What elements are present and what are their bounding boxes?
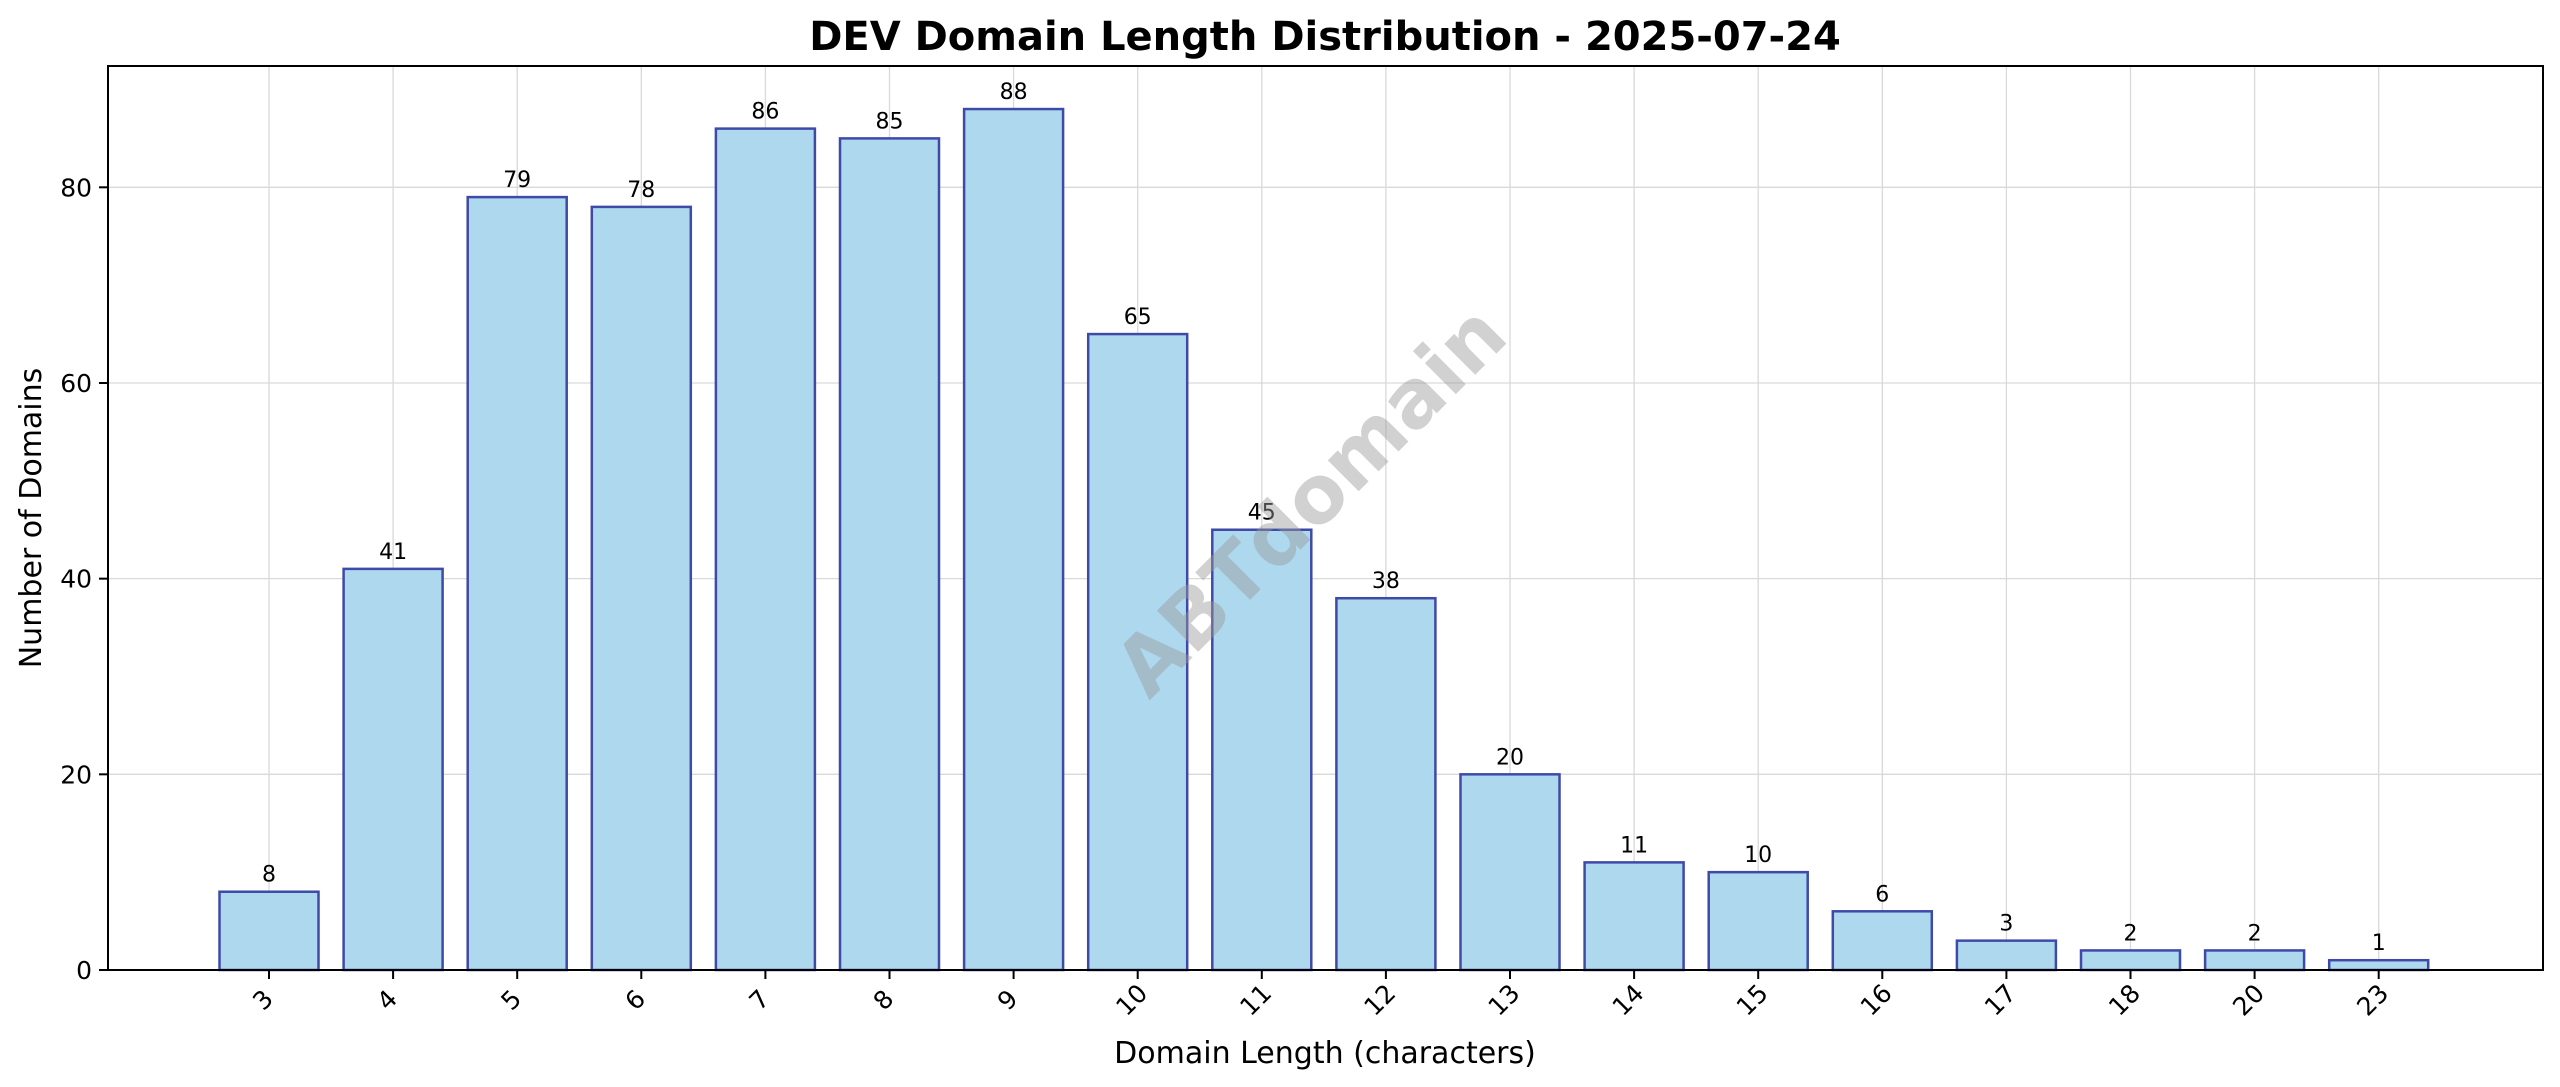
bar <box>2203 949 2306 972</box>
bar <box>466 195 568 972</box>
bar <box>714 127 817 972</box>
bar-value-label: 1 <box>2372 931 2386 956</box>
x-tick-label: 17 <box>1979 978 2022 1021</box>
bar-value-label: 8 <box>262 863 276 888</box>
x-tick-label: 3 <box>247 984 279 1016</box>
bar-value-label: 41 <box>379 540 407 565</box>
y-tick-label: 20 <box>60 760 92 789</box>
bar-layer: 8 41 79 78 86 85 88 65 45 38 20 11 10 6 3 2 2 1 <box>218 80 2430 972</box>
chart-title: DEV Domain Length Distribution - 2025-07… <box>809 14 1841 60</box>
bar <box>342 567 444 972</box>
bar <box>962 107 1065 972</box>
x-axis-label: Domain Length (characters) <box>1114 1036 1536 1071</box>
bar-value-label: 88 <box>1000 80 1028 105</box>
bar <box>1335 596 1437 972</box>
x-tick-label: 15 <box>1731 978 1774 1021</box>
x-tick-label: 9 <box>992 984 1024 1016</box>
bar-value-label: 86 <box>751 100 779 125</box>
bar-value-label: 85 <box>876 109 904 134</box>
x-tick-label: 18 <box>2103 978 2146 1021</box>
bar-value-label: 3 <box>1999 912 2013 937</box>
x-tick-label: 12 <box>1358 978 1401 1021</box>
bar <box>1459 773 1561 972</box>
bar <box>1831 910 1934 972</box>
x-tick-label: 6 <box>619 984 651 1016</box>
y-axis-label: Number of Domains <box>14 368 49 669</box>
y-tick-label: 0 <box>76 956 92 985</box>
bar <box>1955 939 2058 972</box>
bar <box>1583 861 1685 972</box>
bar <box>1707 870 1809 972</box>
bar-value-label: 79 <box>503 168 531 193</box>
x-tick-label: 7 <box>744 984 776 1016</box>
y-axis-ticks: 0 20 40 60 80 <box>60 173 108 985</box>
plot-frame <box>107 65 2544 971</box>
x-tick-label: 11 <box>1234 978 1277 1021</box>
bar <box>590 205 693 972</box>
bar-value-label: 78 <box>627 178 655 203</box>
bar <box>218 890 320 972</box>
bar-value-label: 2 <box>2248 921 2262 946</box>
y-tick-label: 40 <box>60 565 92 594</box>
bar-value-label: 2 <box>2124 921 2138 946</box>
x-tick-label: 20 <box>2227 978 2270 1021</box>
bar <box>2079 949 2182 972</box>
bar-value-label: 20 <box>1496 745 1524 770</box>
x-tick-label: 23 <box>2351 978 2394 1021</box>
y-tick-label: 80 <box>60 173 92 202</box>
x-tick-label: 10 <box>1110 978 1153 1021</box>
bar <box>2327 958 2430 972</box>
x-tick-label: 13 <box>1482 978 1525 1021</box>
x-axis-ticks: 3 4 5 6 7 8 9 10 11 12 13 14 15 16 17 18 20 23 <box>247 970 2394 1021</box>
bar-value-label: 6 <box>1875 882 1889 907</box>
x-tick-label: 16 <box>1855 978 1898 1021</box>
x-tick-label: 14 <box>1607 978 1650 1021</box>
y-tick-label: 60 <box>60 369 92 398</box>
bar-value-label: 38 <box>1372 569 1400 594</box>
bar-value-label: 45 <box>1248 501 1276 526</box>
bar <box>1086 332 1189 972</box>
x-tick-label: 5 <box>495 984 527 1016</box>
bar-value-label: 65 <box>1124 305 1152 330</box>
bar <box>1211 528 1313 972</box>
bar-value-label: 10 <box>1744 843 1772 868</box>
x-tick-label: 8 <box>868 984 900 1016</box>
bar-value-label: 11 <box>1620 833 1648 858</box>
bar <box>838 137 941 972</box>
x-tick-label: 4 <box>371 984 403 1016</box>
